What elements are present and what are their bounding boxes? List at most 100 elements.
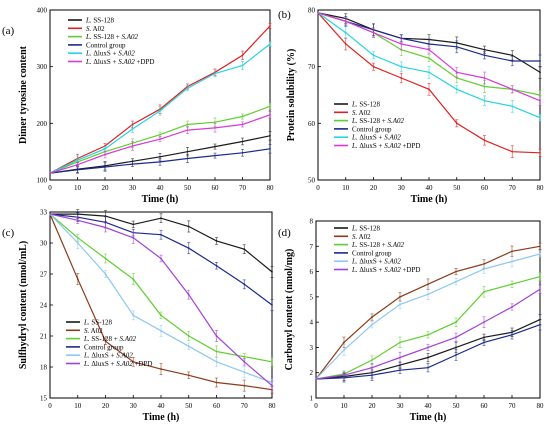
data-point [344, 31, 347, 34]
legend-label: L. SS-128 + S.A02 [351, 241, 405, 249]
data-point [269, 134, 271, 137]
legend-label: S. A02 [352, 233, 371, 241]
data-point [243, 360, 246, 363]
x-tick-label: 0 [314, 402, 318, 410]
data-point [271, 304, 273, 306]
data-point [455, 280, 457, 283]
y-tick-label: 15 [40, 395, 48, 403]
data-point [539, 99, 541, 102]
data-point [483, 99, 486, 102]
data-point [76, 219, 79, 222]
x-axis-label: Time (h) [410, 412, 447, 423]
data-point [131, 163, 134, 166]
legend-label: Control group [352, 249, 392, 257]
data-point [132, 360, 135, 363]
data-point [187, 335, 190, 337]
series-2 [49, 22, 272, 174]
data-point [428, 43, 430, 45]
data-point [243, 248, 246, 251]
x-tick-label: 40 [425, 402, 433, 410]
data-point [511, 283, 513, 286]
data-point [372, 54, 375, 57]
legend-label: L. SS-128 + S.A02 [351, 117, 405, 125]
data-point [159, 109, 161, 112]
data-point [187, 293, 190, 296]
y-axis-label: Carbonyl content (nmol/mg) [284, 249, 295, 371]
data-point [215, 240, 218, 242]
data-point [241, 140, 244, 143]
legend-label: L. SS-128 + S.A02 [85, 33, 139, 41]
data-point [483, 321, 485, 324]
chart-panel-2: (b) 0 10 20 30 40 50 60 70 80 50 60 70 80 Time (h) Prot… [278, 7, 544, 206]
data-point [455, 321, 457, 324]
y-tick-label: 21 [40, 333, 48, 341]
series-6 [317, 12, 542, 106]
data-point [187, 345, 190, 348]
panel-label: (c) [2, 227, 15, 239]
data-point [76, 168, 79, 171]
data-point [372, 65, 375, 68]
data-point [455, 336, 457, 339]
data-point [343, 341, 345, 344]
series-4 [49, 144, 272, 174]
series-2 [317, 12, 542, 158]
data-point [160, 217, 162, 220]
data-point [511, 333, 513, 336]
data-point [104, 147, 106, 150]
data-point [131, 145, 134, 147]
data-point [76, 159, 79, 162]
data-point [511, 306, 513, 308]
data-point [160, 368, 162, 370]
x-tick-label: 60 [481, 402, 489, 410]
data-point [455, 346, 457, 349]
legend-label: L. ΔluxS + S.A02 [83, 352, 133, 360]
data-point [187, 374, 190, 377]
y-axis-label: Dimer tyrosine content [18, 45, 29, 144]
data-point [455, 45, 458, 48]
data-point [511, 60, 514, 62]
y-tick-label: 70 [308, 63, 316, 71]
x-tick-label: 0 [316, 184, 320, 192]
data-point [243, 283, 246, 286]
data-point [159, 155, 161, 158]
chart-panel-3: (c) 0 10 20 30 40 50 60 70 80 15 18 21 24 27 30 33 Time (… [2, 209, 276, 424]
legend-label: L. ΔluxS + S.A02 [351, 134, 401, 142]
data-point [344, 20, 347, 23]
data-point [160, 257, 162, 260]
data-point [511, 250, 513, 253]
x-tick-label: 10 [74, 402, 82, 410]
data-point [269, 24, 271, 27]
data-point [187, 225, 190, 228]
data-point [483, 290, 485, 293]
legend-label: S. A02 [84, 327, 103, 335]
data-point [539, 323, 541, 326]
x-tick-label: 40 [157, 184, 165, 192]
data-point [428, 71, 430, 74]
data-point [131, 123, 134, 126]
data-point [539, 245, 541, 248]
data-point [104, 273, 107, 275]
y-axis-label: Sulfhydryl content (nmol/mL) [18, 241, 29, 369]
x-tick-label: 50 [453, 402, 461, 410]
data-point [539, 288, 541, 291]
panel-label: (d) [278, 227, 291, 239]
chart-panel-4: (d) 0 10 20 30 40 50 60 70 80 1 2 3 4 5 6 7 8 Time (h) Carb… [278, 218, 544, 424]
data-point [104, 257, 107, 260]
data-point [455, 71, 458, 74]
data-point [215, 350, 218, 353]
series-5 [315, 250, 542, 380]
data-point [428, 88, 430, 91]
y-tick-label: 3 [310, 344, 314, 352]
series-3 [315, 272, 542, 380]
series-5 [49, 213, 274, 387]
x-tick-label: 70 [509, 402, 517, 410]
data-point [343, 374, 345, 377]
x-tick-label: 10 [341, 402, 349, 410]
data-point [539, 71, 541, 74]
data-point [186, 150, 189, 153]
data-point [455, 354, 457, 356]
